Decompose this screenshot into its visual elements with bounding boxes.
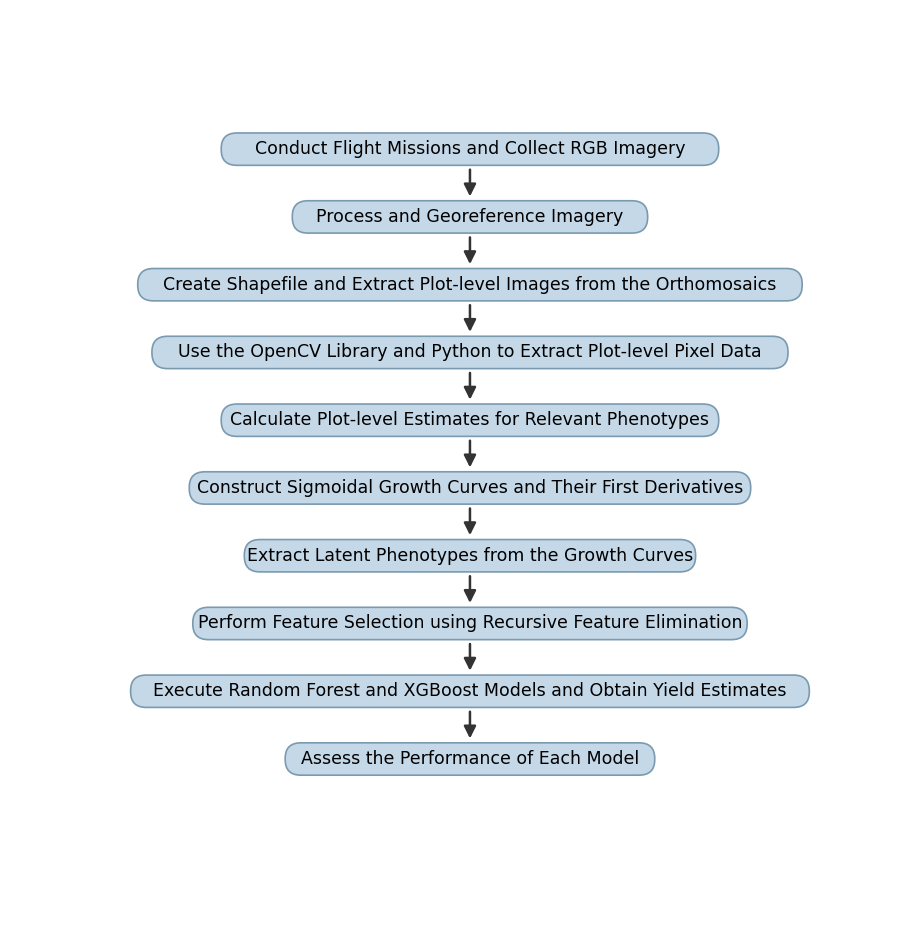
FancyBboxPatch shape (244, 539, 696, 572)
Text: Extract Latent Phenotypes from the Growth Curves: Extract Latent Phenotypes from the Growt… (247, 547, 693, 565)
Text: Calculate Plot-level Estimates for Relevant Phenotypes: Calculate Plot-level Estimates for Relev… (230, 411, 710, 429)
Text: Process and Georeference Imagery: Process and Georeference Imagery (316, 208, 624, 226)
FancyBboxPatch shape (221, 133, 719, 165)
Text: Execute Random Forest and XGBoost Models and Obtain Yield Estimates: Execute Random Forest and XGBoost Models… (153, 683, 787, 700)
FancyBboxPatch shape (130, 675, 810, 708)
FancyBboxPatch shape (138, 268, 802, 301)
FancyBboxPatch shape (152, 337, 788, 368)
FancyBboxPatch shape (221, 404, 719, 437)
Text: Create Shapefile and Extract Plot-level Images from the Orthomosaics: Create Shapefile and Extract Plot-level … (163, 276, 777, 294)
Text: Assess the Performance of Each Model: Assess the Performance of Each Model (301, 750, 639, 768)
Text: Construct Sigmoidal Growth Curves and Their First Derivatives: Construct Sigmoidal Growth Curves and Th… (197, 479, 743, 497)
FancyBboxPatch shape (189, 472, 751, 504)
Text: Conduct Flight Missions and Collect RGB Imagery: Conduct Flight Missions and Collect RGB … (255, 140, 685, 158)
FancyBboxPatch shape (193, 608, 747, 640)
FancyBboxPatch shape (285, 742, 655, 775)
FancyBboxPatch shape (293, 201, 647, 233)
Text: Perform Feature Selection using Recursive Feature Elimination: Perform Feature Selection using Recursiv… (198, 614, 742, 632)
Text: Use the OpenCV Library and Python to Extract Plot-level Pixel Data: Use the OpenCV Library and Python to Ext… (178, 343, 762, 362)
